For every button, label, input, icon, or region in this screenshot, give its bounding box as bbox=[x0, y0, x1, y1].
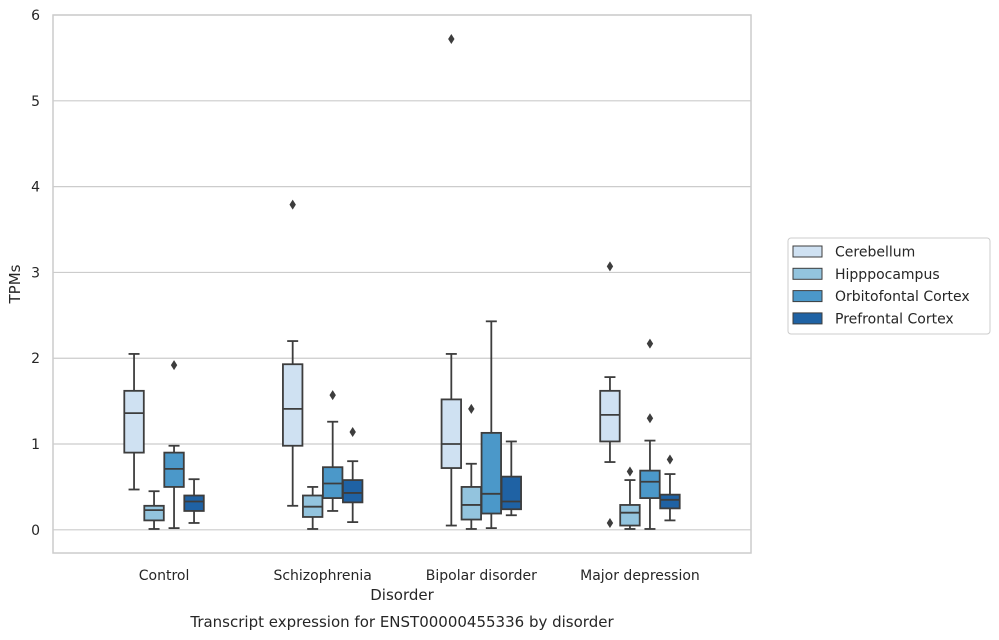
outlier-point bbox=[349, 427, 356, 438]
y-tick-label: 0 bbox=[31, 523, 40, 539]
legend-swatch bbox=[792, 312, 823, 325]
box bbox=[460, 486, 482, 521]
grid-lines bbox=[53, 14, 751, 531]
plot-area-frame bbox=[52, 14, 752, 554]
outlier-point bbox=[170, 360, 178, 371]
outlier-point bbox=[626, 466, 634, 477]
y-tick-label: 1 bbox=[31, 437, 40, 453]
box bbox=[599, 389, 621, 443]
legend-frame bbox=[787, 237, 991, 335]
y-tick-label: 4 bbox=[31, 180, 40, 196]
box bbox=[480, 431, 502, 515]
box bbox=[440, 398, 462, 469]
legend-label: Cerebellum bbox=[835, 245, 915, 261]
box bbox=[183, 494, 205, 512]
x-tick-labels: Control Schizophrenia Bipolar disorder Majo… bbox=[139, 568, 700, 584]
series-orbitofontal-cortex bbox=[163, 320, 661, 530]
series-cerebellum bbox=[123, 34, 621, 528]
outlier-point bbox=[606, 261, 614, 272]
x-tick-label: Schizophrenia bbox=[273, 568, 371, 584]
box bbox=[342, 479, 364, 504]
outlier-point bbox=[646, 413, 654, 424]
box-series bbox=[123, 34, 681, 530]
outlier-point bbox=[468, 403, 475, 414]
outlier-point bbox=[448, 34, 455, 45]
box bbox=[143, 504, 165, 522]
box bbox=[659, 493, 681, 510]
box bbox=[639, 469, 661, 499]
y-axis-label: TPMs bbox=[6, 264, 24, 304]
legend-swatch bbox=[792, 267, 823, 280]
legend-swatch bbox=[792, 245, 823, 258]
y-tick-label: 2 bbox=[31, 351, 40, 367]
series-hipppocampus bbox=[143, 403, 641, 530]
x-tick-label: Bipolar disorder bbox=[426, 568, 537, 584]
outlier-point bbox=[606, 517, 614, 528]
box bbox=[500, 475, 522, 511]
outlier-point bbox=[289, 199, 296, 210]
box bbox=[619, 504, 641, 527]
x-axis-label: Disorder bbox=[370, 586, 434, 604]
y-tick-label: 6 bbox=[31, 8, 40, 24]
legend-swatch bbox=[792, 290, 823, 303]
box bbox=[123, 389, 145, 454]
series-prefrontal-cortex bbox=[183, 427, 681, 524]
legend: Cerebellum Hipppocampus Orbitofontal Corte… bbox=[787, 237, 991, 335]
chart-caption: Transcript expression for ENST0000045533… bbox=[189, 613, 614, 631]
box bbox=[282, 363, 304, 447]
legend-label: Orbitofontal Cortex bbox=[835, 289, 970, 305]
outlier-point bbox=[666, 454, 674, 465]
y-tick-label: 5 bbox=[31, 94, 40, 110]
x-tick-label: Control bbox=[139, 568, 190, 584]
y-tick-label: 3 bbox=[31, 265, 40, 281]
outlier-point bbox=[646, 338, 654, 349]
outlier-point bbox=[329, 390, 336, 401]
x-tick-label: Major depression bbox=[580, 568, 700, 584]
legend-label: Hipppocampus bbox=[835, 267, 940, 283]
legend-label: Prefrontal Cortex bbox=[835, 311, 954, 327]
y-tick-labels: 0 1 2 3 4 5 6 bbox=[31, 8, 40, 539]
